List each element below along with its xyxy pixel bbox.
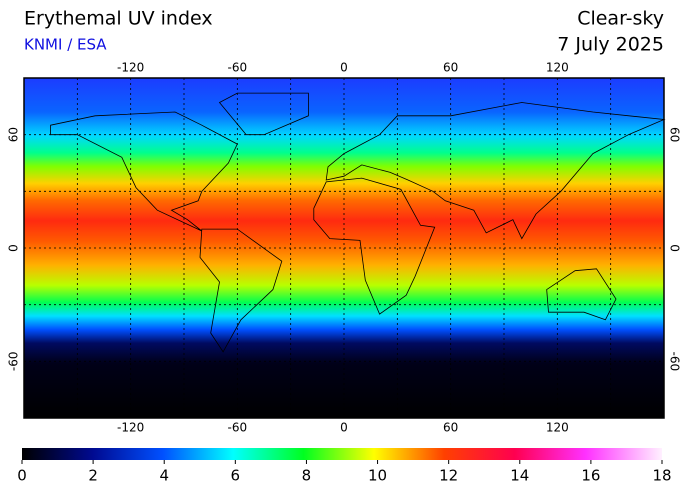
lon-tick-label: 120: [546, 61, 569, 75]
date: 7 July 2025: [557, 34, 664, 56]
lat-tick-label: -60: [7, 352, 21, 372]
lon-tick-label: -120: [117, 421, 144, 435]
title: Erythemal UV index: [24, 8, 213, 30]
condition: Clear-sky: [577, 8, 664, 30]
lon-tick-label: 0: [340, 421, 348, 435]
colorbar-tick-label: 0: [17, 467, 27, 485]
coastline: [313, 177, 436, 315]
lat-tick-label: 60: [7, 127, 21, 142]
graticule: [24, 78, 664, 418]
colorbar-tick-label: 6: [231, 467, 241, 485]
colorbar-tick-label: 14: [510, 467, 529, 485]
lon-tick-label: -60: [228, 61, 248, 75]
lat-tick-label: 0: [7, 244, 21, 252]
lon-tick-label: -60: [228, 421, 248, 435]
colorbar-tick-label: 2: [88, 467, 98, 485]
colorbar-tick-label: 16: [581, 467, 600, 485]
colorbar: [22, 448, 662, 460]
colorbar-tick-label: 12: [439, 467, 458, 485]
lon-tick-label: 0: [340, 61, 348, 75]
coastline: [50, 111, 238, 232]
coastline: [199, 228, 283, 353]
colorbar-tick-label: 8: [302, 467, 312, 485]
lat-tick-label: 0: [668, 244, 682, 252]
colorbar-tick-label: 18: [652, 467, 671, 485]
lon-tick-label: 60: [443, 421, 458, 435]
lon-tick-label: -120: [117, 61, 144, 75]
source: KNMI / ESA: [24, 36, 107, 54]
lon-tick-label: 60: [443, 61, 458, 75]
lat-tick-label: 60: [668, 127, 682, 142]
lon-tick-label: 120: [546, 421, 569, 435]
colorbar-tick-label: 4: [159, 467, 169, 485]
colorbar-tick-label: 10: [368, 467, 387, 485]
map-frame: [23, 77, 665, 419]
lat-tick-label: -60: [668, 352, 682, 372]
